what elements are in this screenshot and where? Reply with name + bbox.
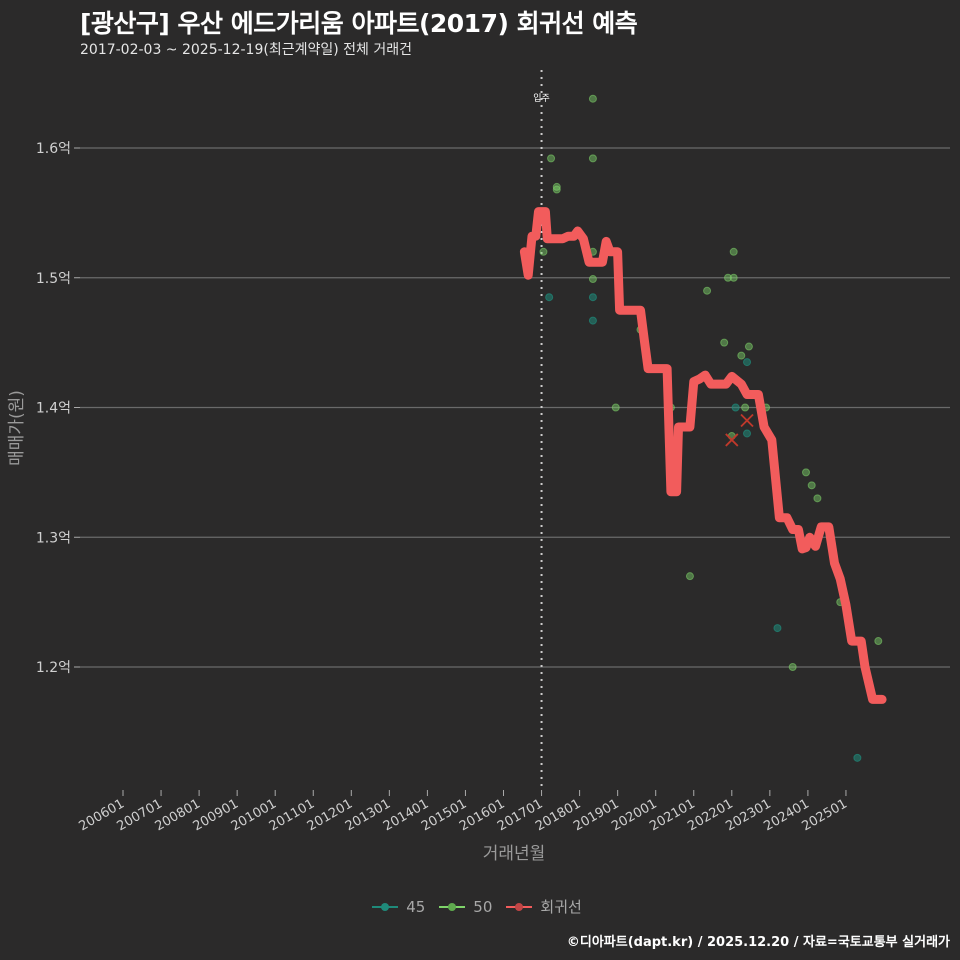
y-tick-label: 1.2억 xyxy=(36,660,71,676)
data-point-50 xyxy=(547,154,556,163)
data-point-50 xyxy=(807,481,816,490)
x-axis-label: 거래년월 xyxy=(483,844,546,864)
legend-key-regression-icon xyxy=(506,900,533,914)
legend: 45 50 회귀선 xyxy=(0,896,960,917)
legend-label: 50 xyxy=(473,897,493,916)
data-point-50 xyxy=(685,572,694,581)
data-point-50 xyxy=(588,94,597,103)
data-point-50 xyxy=(737,351,746,360)
data-point-45 xyxy=(773,624,782,633)
data-point-50 xyxy=(552,182,561,191)
data-point-50 xyxy=(703,286,712,295)
data-point-45 xyxy=(743,429,752,438)
data-point-45 xyxy=(853,753,862,762)
data-point-45 xyxy=(588,316,597,325)
data-point-50 xyxy=(813,494,822,503)
excluded-point-x-icon xyxy=(725,433,739,447)
data-point-50 xyxy=(788,663,797,671)
data-point-50 xyxy=(588,275,597,284)
data-point-50 xyxy=(744,342,753,351)
legend-label: 45 xyxy=(406,897,426,916)
data-point-50 xyxy=(723,273,732,282)
move-in-label: 입주 xyxy=(533,92,550,104)
y-tick-label: 1.5억 xyxy=(36,271,71,287)
data-point-50 xyxy=(611,403,620,412)
data-point-45 xyxy=(731,403,740,412)
data-point-50 xyxy=(552,185,561,194)
y-tick-label: 1.3억 xyxy=(36,530,71,546)
data-point-45 xyxy=(588,293,597,302)
excluded-point-x-icon xyxy=(740,413,754,428)
y-tick-label: 1.4억 xyxy=(36,401,71,417)
data-point-50 xyxy=(874,637,883,646)
data-point-50 xyxy=(588,154,597,163)
data-point-45 xyxy=(743,358,752,367)
data-point-50 xyxy=(729,247,738,256)
data-point-50 xyxy=(539,247,548,256)
legend-item-50: 50 xyxy=(439,898,492,916)
data-point-50 xyxy=(801,468,810,477)
chart-subtitle: 2017-02-03 ~ 2025-12-19(최근계약일) 전체 거래건 xyxy=(80,42,412,58)
regression-line xyxy=(519,207,887,704)
y-axis-label: 매매가(원) xyxy=(7,390,27,466)
legend-key-45-icon xyxy=(372,900,399,914)
legend-item-45: 45 xyxy=(372,898,425,916)
y-tick-label: 1.6억 xyxy=(36,141,71,157)
legend-item-regression: 회귀선 xyxy=(506,896,582,917)
data-point-50 xyxy=(729,273,738,282)
data-point-45 xyxy=(545,293,554,302)
legend-label: 회귀선 xyxy=(540,898,582,916)
data-point-50 xyxy=(741,403,750,412)
chart-title: [광산구] 우산 에드가리움 아파트(2017) 회귀선 예측 xyxy=(80,9,638,38)
source-credit: ©디아파트(dapt.kr) / 2025.12.20 / 자료=국토교통부 실… xyxy=(566,935,950,950)
legend-key-50-icon xyxy=(439,900,466,914)
data-point-50 xyxy=(720,338,729,347)
